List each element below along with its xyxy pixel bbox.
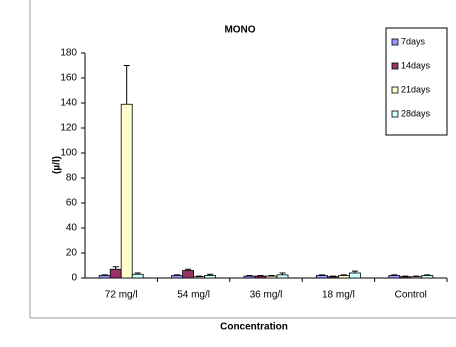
bar [315,275,328,279]
bar [98,275,111,279]
y-axis-label: (µ/l) [52,156,63,174]
bar [204,275,217,279]
error-bar [424,274,431,276]
bar [109,268,122,279]
error-bar [185,268,192,271]
bar [243,275,256,279]
bar [276,274,289,279]
error-bar [351,270,358,273]
error-bar [318,274,325,276]
error-bar [246,275,253,277]
bar [421,275,434,279]
x-tick-label: 18 mg/l [322,290,355,301]
legend-label: 14days [401,60,431,70]
error-bar [340,274,347,276]
error-bar [391,274,398,276]
y-tick-label: 180 [60,48,77,59]
error-bar [101,274,108,276]
y-tick-label: 80 [66,173,78,184]
bar [120,103,133,279]
error-bar [196,275,203,277]
bar [337,275,350,279]
bar [171,275,184,279]
bar [254,275,267,279]
legend-swatch [391,38,399,46]
chart-title: MONO [224,25,255,36]
error-bar [134,272,141,275]
bar [131,273,144,279]
legend-label: 7days [401,36,426,46]
y-tick-label: 100 [60,148,77,159]
y-tick-label: 0 [71,273,77,284]
error-bar [257,275,264,277]
error-bar [268,275,275,277]
bar [399,276,412,279]
error-bar [402,275,409,277]
x-tick-label: 36 mg/l [250,290,283,301]
error-bar [413,275,420,277]
x-axis-label: Concentration [220,322,288,333]
error-bar [329,275,336,277]
bar [326,276,339,279]
legend-box [385,27,448,136]
x-tick-label: Control [395,290,427,301]
y-tick-label: 60 [66,198,78,209]
y-tick-label: 40 [66,223,78,234]
x-tick-label: 54 mg/l [177,290,210,301]
bar [348,272,361,279]
y-tick-label: 160 [60,73,77,84]
bar [182,270,195,279]
legend-swatch [391,86,399,94]
legend-swatch [391,62,399,70]
bar [193,276,206,279]
y-tick-label: 20 [66,248,78,259]
x-tick-label: 72 mg/l [105,290,138,301]
error-bar [207,273,214,276]
bar [265,275,278,279]
legend-label: 21days [401,84,431,94]
error-bar [279,272,286,275]
error-bar [174,274,181,276]
y-tick-label: 120 [60,123,77,134]
legend-label: 28days [401,108,431,118]
error-bar [112,266,119,270]
legend-swatch [391,110,399,118]
error-bar [123,65,130,105]
bar [388,275,401,279]
bar [410,276,423,279]
y-tick-label: 140 [60,98,77,109]
